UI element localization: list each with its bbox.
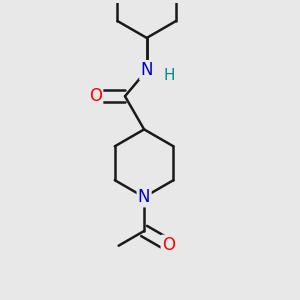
Text: N: N	[138, 188, 150, 206]
Text: H: H	[163, 68, 175, 83]
Text: N: N	[140, 61, 153, 79]
Text: O: O	[89, 87, 102, 105]
Text: O: O	[162, 236, 175, 254]
